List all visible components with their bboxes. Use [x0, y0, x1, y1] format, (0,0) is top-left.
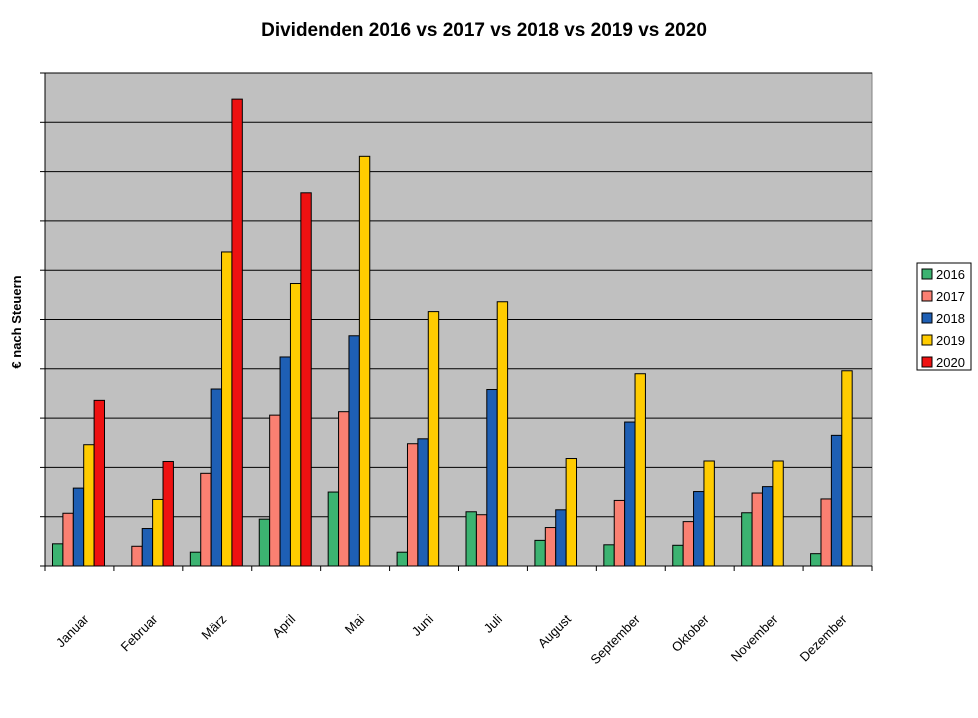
bar-2018-März: [210, 388, 223, 567]
x-tick-label: Oktober: [669, 611, 713, 655]
chart-title: Dividenden 2016 vs 2017 vs 2018 vs 2019 …: [261, 20, 707, 41]
bar-2019-September: [634, 373, 646, 567]
bar-2017-Februar: [131, 545, 143, 567]
bar-2019-Juli: [496, 301, 509, 567]
bar-2019-März: [221, 251, 233, 567]
legend-swatch-2018: [921, 312, 933, 324]
axes: [40, 72, 873, 571]
bar-2018-August: [555, 509, 567, 567]
bar-2018-April: [279, 356, 291, 567]
legend-label-2017: 2017: [936, 289, 965, 304]
bar-2019-Februar: [152, 498, 164, 567]
bar-2019-November: [772, 460, 784, 567]
bar-2018-Oktober: [693, 491, 705, 567]
bar-2020-Februar: [162, 460, 174, 567]
bar-2017-September: [613, 499, 626, 567]
bar-2019-Januar: [83, 444, 95, 567]
bar-2016-September: [603, 544, 615, 567]
bars: [52, 98, 853, 567]
x-tick-label: Juli: [481, 611, 505, 635]
bar-2016-März: [189, 551, 202, 567]
legend-label-2020: 2020: [936, 355, 965, 370]
x-tick-label: Juni: [409, 611, 437, 639]
x-tick-label: April: [269, 611, 298, 640]
legend-swatch-2019: [921, 334, 933, 346]
bar-2018-Januar: [72, 487, 85, 567]
x-tick-label: September: [587, 611, 643, 667]
legend-swatch-2016: [921, 268, 933, 280]
x-tick-label: März: [198, 612, 229, 643]
bar-2018-Februar: [141, 528, 154, 567]
legend-label-2019: 2019: [936, 333, 965, 348]
legend-swatch-2017: [921, 290, 933, 302]
bar-2018-November: [761, 486, 774, 567]
bar-2017-Oktober: [682, 521, 695, 567]
x-tick-label: Januar: [53, 611, 92, 650]
bar-2017-Juli: [475, 514, 488, 567]
bar-2020-Januar: [93, 399, 105, 567]
bar-2019-Mai: [358, 155, 371, 567]
bar-2018-Juni: [417, 438, 429, 567]
y-axis-label: € nach Steuern: [9, 275, 24, 368]
bar-2018-Dezember: [830, 434, 843, 567]
bar-2016-November: [741, 512, 753, 567]
bar-2020-März: [231, 98, 243, 567]
bar-2017-März: [200, 472, 212, 567]
bar-2016-Juni: [396, 551, 408, 567]
legend-swatch-2020: [921, 356, 933, 368]
legend-label-2016: 2016: [936, 267, 965, 282]
bar-2016-Dezember: [810, 553, 822, 567]
x-tick-label: November: [728, 611, 781, 664]
bar-2017-Mai: [338, 411, 350, 567]
bar-2018-Mai: [348, 335, 360, 567]
legend: 2016 2017 2018 2019 2020: [916, 262, 972, 371]
bar-2019-April: [289, 283, 302, 567]
bar-2016-April: [258, 518, 271, 567]
bar-2019-August: [565, 458, 578, 567]
bar-2017-April: [269, 414, 281, 567]
bar-2019-Dezember: [841, 370, 853, 567]
bar-2017-August: [544, 527, 557, 567]
x-tick-label: August: [535, 611, 574, 650]
bar-2017-Juni: [406, 443, 419, 567]
bar-2016-Juli: [465, 511, 477, 567]
gridlines: [45, 72, 872, 518]
x-tick-label: Dezember: [797, 611, 850, 664]
bar-2017-November: [751, 492, 763, 567]
bar-2016-August: [534, 539, 546, 567]
x-tick-label: Mai: [342, 611, 367, 636]
bar-2016-Mai: [327, 491, 340, 567]
legend-label-2018: 2018: [936, 311, 965, 326]
bar-2019-Juni: [427, 311, 440, 567]
bar-2016-Oktober: [672, 544, 684, 567]
bar-2017-Januar: [62, 512, 74, 567]
bar-2018-Juli: [486, 389, 498, 567]
bar-2019-Oktober: [703, 460, 715, 567]
bar-2016-Januar: [52, 543, 64, 567]
bar-2018-September: [624, 421, 636, 567]
bar-2017-Dezember: [820, 498, 832, 567]
x-tick-labels: Januar Februar März April Mai Juni Juli August S…: [53, 611, 850, 667]
bar-2020-April: [300, 192, 312, 567]
x-tick-label: Februar: [118, 611, 161, 654]
